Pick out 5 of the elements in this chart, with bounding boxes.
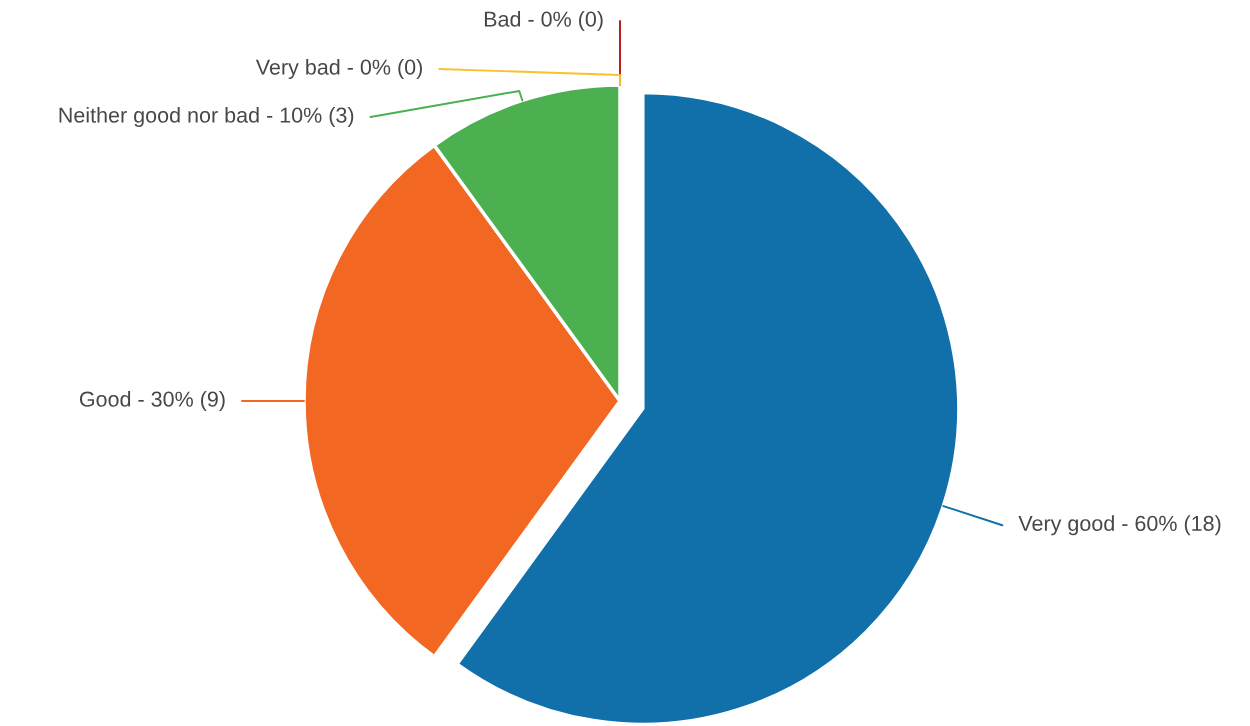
slice-label: Good - 30% (9) [79,390,225,412]
slice-label: Very good - 60% (18) [1018,515,1221,536]
slice-label: Neither good nor bad - 10% (3) [59,106,354,128]
category-label: Bad - 0% (0) [484,10,603,32]
category-label: Very bad - 0% (0) [255,58,422,80]
